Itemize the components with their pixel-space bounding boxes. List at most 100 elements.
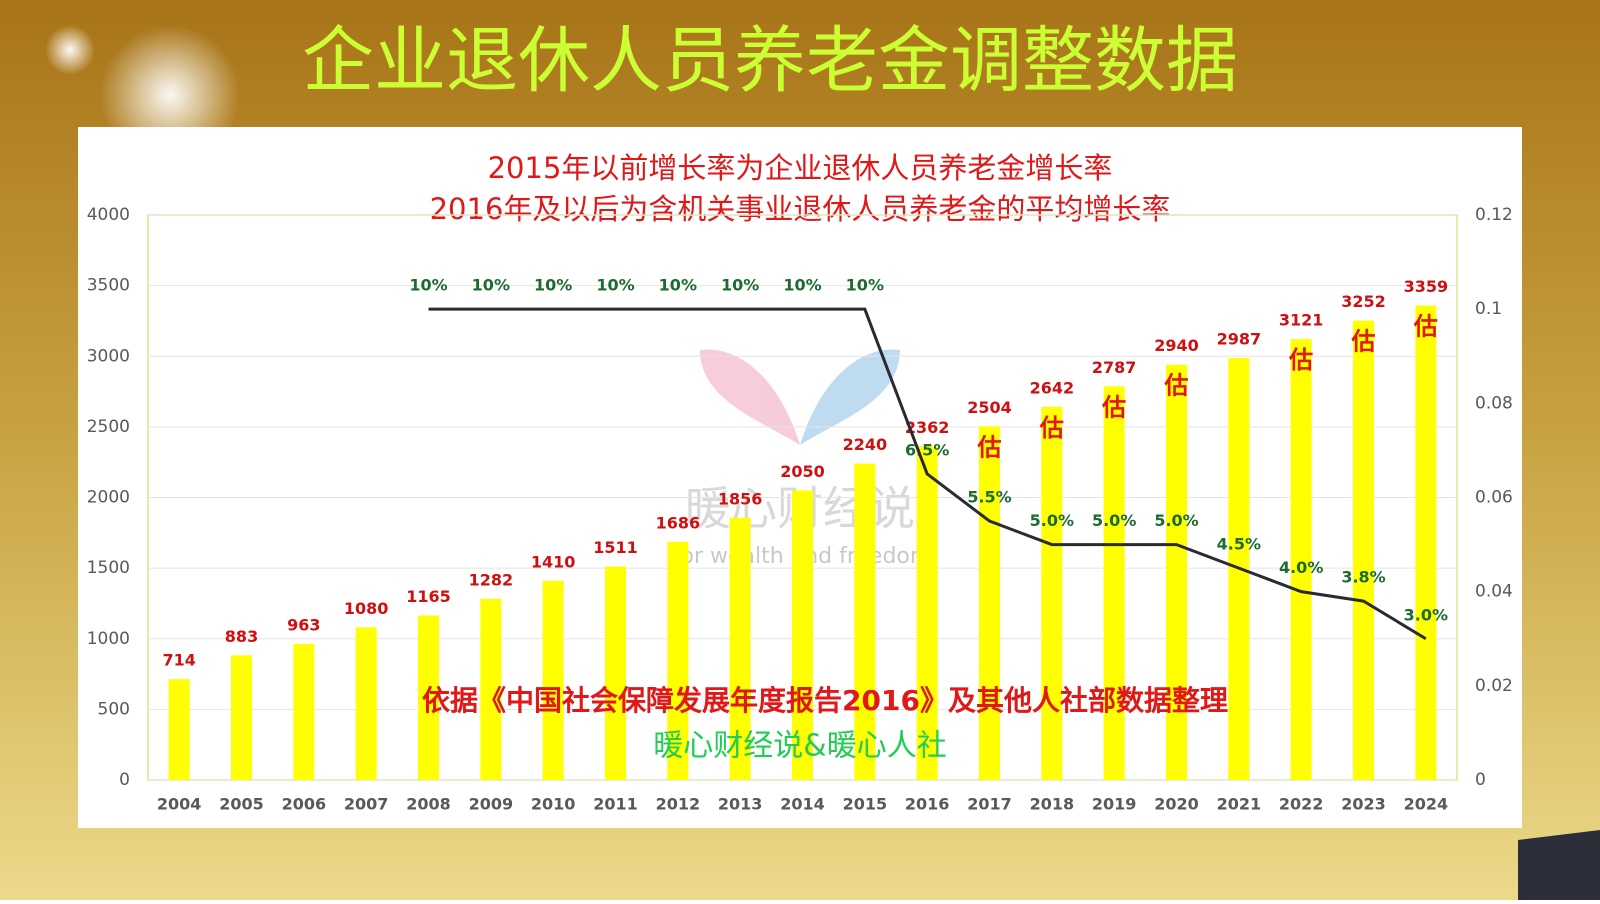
bar-value-label: 2050 <box>780 462 825 481</box>
bar <box>916 446 938 780</box>
x-tick-label: 2014 <box>780 795 825 814</box>
bar <box>355 627 377 780</box>
chart-subtitle: 2016年及以后为含机关事业退休人员养老金的平均增长率 <box>430 192 1171 226</box>
bar-value-label: 3252 <box>1341 292 1386 311</box>
estimate-note: 估 <box>977 433 1002 461</box>
bar <box>667 541 689 780</box>
x-tick-label: 2015 <box>843 795 888 814</box>
bar-value-label: 3359 <box>1404 277 1449 296</box>
line-value-label: 10% <box>659 276 697 295</box>
bar-value-label: 3121 <box>1279 311 1324 330</box>
bar-value-label: 1686 <box>656 513 701 532</box>
line-value-label: 3.8% <box>1341 568 1385 587</box>
bar-value-label: 2787 <box>1092 358 1137 377</box>
bar-value-label: 2240 <box>843 435 888 454</box>
estimate-note: 估 <box>1351 328 1376 356</box>
line-value-label: 10% <box>783 276 821 295</box>
bar <box>854 463 876 780</box>
estimate-note: 估 <box>1413 313 1438 341</box>
y-tick-label: 500 <box>98 699 130 719</box>
x-tick-label: 2012 <box>656 795 701 814</box>
estimate-note: 估 <box>1101 393 1126 421</box>
line-value-label: 10% <box>846 276 884 295</box>
line-value-label: 5.0% <box>1030 511 1074 530</box>
watermark-logo <box>700 349 900 445</box>
bar <box>168 679 190 780</box>
main-title: 企业退休人员养老金调整数据 <box>302 19 1238 103</box>
estimate-note: 估 <box>1164 372 1189 400</box>
y2-tick-label: 0.08 <box>1475 393 1513 413</box>
credit-note: 暖心财经说&暖心人社 <box>653 729 946 764</box>
x-tick-label: 2020 <box>1154 795 1199 814</box>
y-tick-label: 1500 <box>87 558 130 578</box>
y2-tick-label: 0.04 <box>1475 582 1513 602</box>
bar-value-label: 1410 <box>531 552 576 571</box>
x-tick-label: 2013 <box>718 795 763 814</box>
x-tick-label: 2021 <box>1217 795 1262 814</box>
bar-value-label: 2642 <box>1030 378 1075 397</box>
bar <box>480 598 502 780</box>
bar <box>1041 406 1063 780</box>
bar <box>1166 364 1187 780</box>
line-value-label: 5.0% <box>1092 511 1136 530</box>
x-tick-label: 2009 <box>469 795 514 814</box>
line-value-label: 3.0% <box>1404 605 1448 624</box>
y-tick-label: 3000 <box>87 346 130 366</box>
bar-value-label: 963 <box>287 615 320 634</box>
estimate-note: 估 <box>1039 414 1064 442</box>
bar-value-label: 1165 <box>406 587 451 606</box>
y-tick-label: 1000 <box>87 629 130 649</box>
bar <box>605 566 626 780</box>
estimate-note: 估 <box>1288 346 1313 374</box>
x-tick-label: 2022 <box>1279 795 1324 814</box>
bar-value-label: 1856 <box>718 489 763 508</box>
x-tick-label: 2010 <box>531 795 576 814</box>
x-tick-label: 2011 <box>593 795 638 814</box>
y-tick-label: 4000 <box>87 205 130 225</box>
x-tick-label: 2024 <box>1404 795 1449 814</box>
line-value-label: 10% <box>409 276 447 295</box>
bar-value-label: 2504 <box>967 398 1012 417</box>
bar-value-label: 2940 <box>1154 336 1199 355</box>
bar <box>1415 305 1437 780</box>
x-tick-label: 2007 <box>344 795 389 814</box>
chart-subtitle: 2015年以前增长率为企业退休人员养老金增长率 <box>488 151 1113 185</box>
y2-tick-label: 0 <box>1475 770 1486 790</box>
line-value-label: 5.5% <box>967 488 1011 507</box>
plot: 0 500 1000 1500 2000 2500 3000 3500 4000 0 0.02 0.0… <box>87 205 1513 814</box>
x-tick-label: 2004 <box>157 795 202 814</box>
x-tick-label: 2016 <box>905 795 950 814</box>
line-value-label: 6.5% <box>905 440 949 459</box>
x-tick-label: 2019 <box>1092 795 1137 814</box>
x-tick-label: 2008 <box>406 795 451 814</box>
bar-value-label: 1080 <box>344 599 389 618</box>
source-note: 依据《中国社会保障发展年度报告2016》及其他人社部数据整理 <box>422 684 1228 717</box>
line-value-label: 4.5% <box>1217 535 1261 554</box>
x-tick-label: 2017 <box>967 795 1012 814</box>
bar-value-label: 1282 <box>469 570 514 589</box>
x-tick-label: 2018 <box>1030 795 1075 814</box>
bar <box>542 580 564 780</box>
line-value-label: 10% <box>596 276 634 295</box>
line-value-label: 10% <box>472 276 510 295</box>
bar <box>418 615 439 780</box>
bar <box>729 517 751 780</box>
line-value-label: 10% <box>534 276 572 295</box>
bar <box>231 655 252 780</box>
growth-line <box>428 307 1427 641</box>
bar <box>792 490 813 780</box>
y2-tick-label: 0.1 <box>1475 299 1502 319</box>
x-tick-label: 2023 <box>1341 795 1386 814</box>
y2-tick-label: 0.12 <box>1475 205 1513 225</box>
bar <box>979 426 1000 780</box>
line-value-label: 4.0% <box>1279 558 1323 577</box>
bar-value-label: 2362 <box>905 418 950 437</box>
bar <box>293 643 315 780</box>
corner-decoration <box>1518 830 1600 900</box>
y2-tick-label: 0.02 <box>1475 676 1513 696</box>
x-tick-label: 2005 <box>219 795 264 814</box>
y-tick-label: 0 <box>119 770 130 790</box>
y-tick-label: 2500 <box>87 417 130 437</box>
line-value-label: 5.0% <box>1154 511 1198 530</box>
